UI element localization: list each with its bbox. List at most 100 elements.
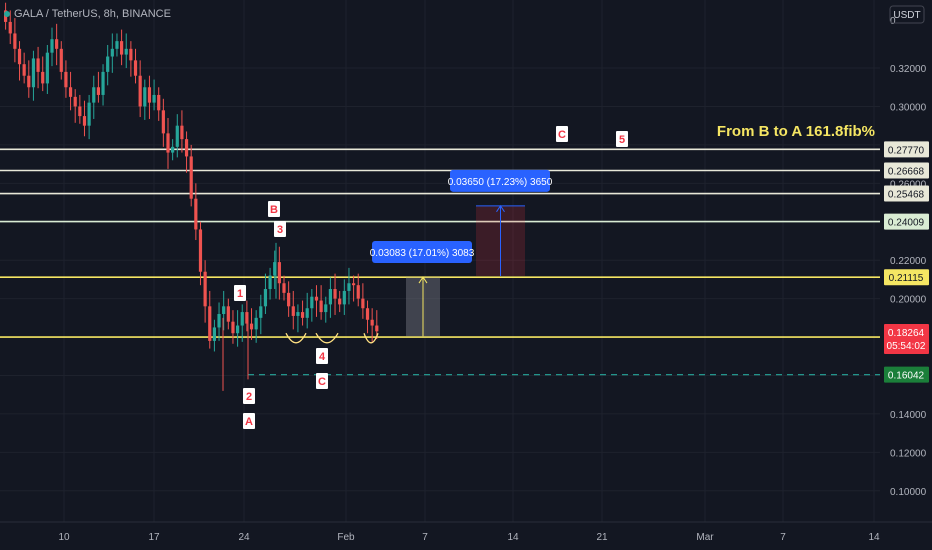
candle-body [296,312,300,316]
candle-body [324,304,328,313]
candle-body [120,41,124,55]
candle-body [249,323,254,330]
price-tick-label: 0.14000 [890,410,927,421]
candle-body [184,139,189,157]
measure-label: 0.03650 (17.23%) 3650 [448,177,553,188]
candle-body [87,102,91,126]
symbol-header[interactable]: GALA / TetherUS, 8h, BINANCE [4,8,171,20]
candle-body [268,275,272,290]
candle-body [222,306,226,314]
candle-body [171,146,175,153]
candle-body [273,262,277,276]
level-price-tag [884,185,929,202]
price-tick-label: 0.10000 [890,487,927,498]
level-price-label: 0.27770 [888,145,925,156]
pattern-curve [285,332,307,344]
measure-label: 0.03083 (17.01%) 3083 [370,248,475,259]
candle-body [263,289,268,307]
wave-label-box [316,373,328,389]
candle-body [124,48,128,55]
candle-body [31,58,36,88]
pattern-curve [363,332,379,344]
candle-body [180,125,184,140]
wave-label-box [274,221,286,237]
candle-body [8,21,12,34]
candle-body [328,289,332,305]
candle-body [143,87,147,107]
time-tick-label: 17 [148,532,160,543]
candle-body [82,116,87,126]
symbol-line: GALA / TetherUS, 8h, BINANCE [14,8,171,20]
time-tick-label: 7 [780,532,786,543]
candle-body [217,314,221,328]
candle-body [115,41,119,49]
candle-body [333,289,337,299]
status-dot-icon [4,11,10,18]
candle-body [129,48,133,61]
candle-body [45,52,49,84]
candle-body [101,71,105,95]
candle-body [259,306,263,318]
candle-body [375,325,379,332]
candle-body [365,308,370,320]
level-price-label: 0.21115 [889,273,924,284]
candle-body [189,156,193,199]
candle-body [157,94,161,111]
time-tick-label: Feb [337,532,355,543]
candle-body [370,319,374,326]
grid-lines [0,0,880,522]
candle-body [147,87,152,103]
time-tick-label: 7 [422,532,428,543]
candle-body [106,56,110,72]
candle-body [92,87,96,103]
wave-label-box [243,413,255,429]
wave-label: C [558,129,566,141]
candle-body [133,60,138,76]
price-tick-label: 0.26000 [890,179,927,190]
wave-label: 5 [619,134,625,146]
fib-annotation: From B to A 161.8fib% [717,123,875,140]
wave-label: B [270,204,278,216]
candle-body [208,306,212,341]
candle-body [27,75,31,88]
candle-body [282,283,286,293]
level-price-label: 0.16042 [888,371,925,382]
wave-label-box [616,131,628,147]
candle-body [212,327,216,341]
price-tick-label: 0.20000 [890,295,927,306]
candle-body [166,133,170,153]
pattern-curve [315,332,339,344]
wave-label-box [234,285,246,301]
wave-label: 2 [246,391,252,403]
candle-body [68,87,73,97]
level-price-tag [884,162,929,179]
candle-body [78,106,82,117]
candle-body [231,321,235,334]
candle-body [55,39,59,49]
price-tick-label: 0.12000 [890,448,927,459]
currency-badge-frame [889,5,925,24]
candle-body [314,296,319,301]
candle-body [226,306,230,322]
candle-body [245,312,249,324]
wave-label-box [556,126,568,142]
candle-body [287,292,291,307]
countdown-label: 05:54:02 [887,341,926,352]
measure-label-box [450,169,550,192]
time-axis[interactable]: 10 17 24 Feb 7 14 21 Mar 7 14 [0,521,932,543]
wave-label: 3 [277,224,283,236]
candle-body [361,298,365,309]
level-price-tag [884,141,929,158]
candle-body [152,94,156,103]
price-tick-label: 0.30000 [890,102,927,113]
price-axis[interactable]: 0.100000.120000.140000.160000.180000.200… [884,0,932,550]
measure-tools[interactable]: 0.03083 (17.01%) 3083 0.03650 (17.23%) 36… [285,169,553,344]
candle-body [277,262,281,284]
currency-badge-label: USDT [893,10,920,21]
wave-label: 1 [237,288,243,300]
candle-body [198,229,203,272]
wave-labels: 1 2 A B 3 4 C C 5 [234,126,628,429]
candle-body [59,48,63,72]
candle-body [96,87,100,95]
